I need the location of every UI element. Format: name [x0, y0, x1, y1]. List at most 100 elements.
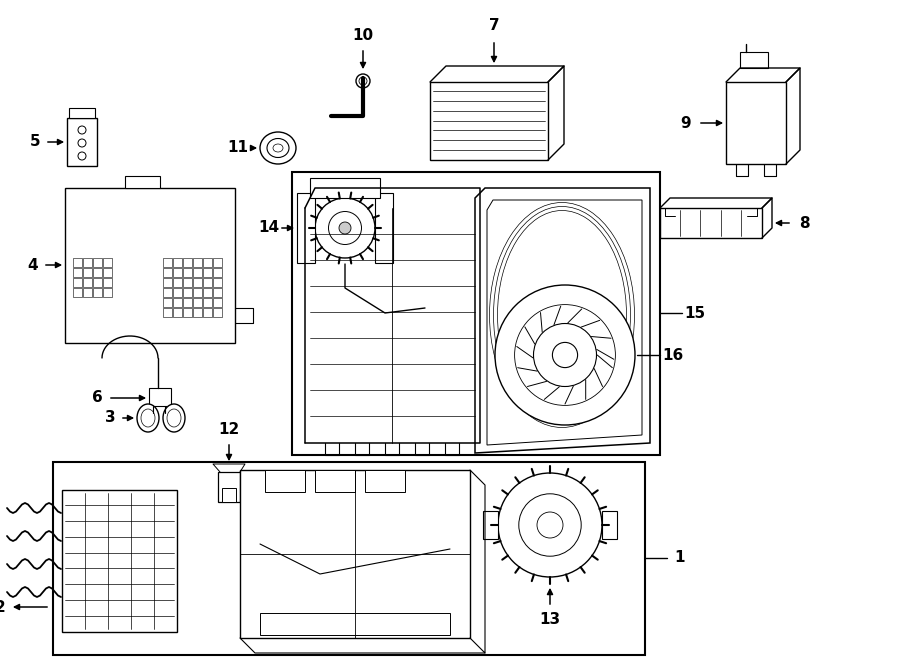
Bar [163, 268, 172, 277]
Bar [183, 308, 192, 317]
Bar [173, 288, 182, 297]
Bar [125, 176, 160, 188]
Text: 8: 8 [798, 215, 809, 231]
Text: 7: 7 [489, 19, 500, 34]
Text: 6: 6 [92, 391, 103, 405]
Bar [149, 388, 171, 406]
Bar [73, 268, 82, 277]
Bar [213, 298, 222, 307]
Circle shape [534, 323, 597, 387]
Text: 14: 14 [258, 221, 280, 235]
Circle shape [515, 305, 616, 405]
Circle shape [359, 77, 367, 85]
Bar [83, 258, 92, 267]
Ellipse shape [163, 404, 185, 432]
Circle shape [495, 285, 635, 425]
Bar [222, 488, 236, 502]
Circle shape [78, 152, 86, 160]
Polygon shape [475, 188, 650, 453]
Bar [103, 258, 112, 267]
Bar [69, 108, 95, 118]
Circle shape [78, 126, 86, 134]
Text: 11: 11 [228, 141, 248, 155]
Bar [83, 268, 92, 277]
Ellipse shape [137, 404, 159, 432]
Bar [740, 52, 768, 68]
Bar [213, 308, 222, 317]
Bar [193, 298, 202, 307]
Bar [73, 288, 82, 297]
Text: 16: 16 [662, 348, 684, 362]
Text: 12: 12 [219, 422, 239, 438]
Bar [203, 298, 212, 307]
Bar [265, 470, 305, 492]
Bar [62, 490, 177, 632]
Bar [375, 193, 393, 263]
Circle shape [78, 139, 86, 147]
Bar [173, 278, 182, 287]
Bar [103, 278, 112, 287]
Bar [183, 288, 192, 297]
Text: 4: 4 [28, 258, 39, 272]
Bar [483, 511, 498, 539]
Text: 15: 15 [684, 305, 706, 321]
Ellipse shape [167, 409, 181, 427]
Bar [163, 308, 172, 317]
Text: 3: 3 [104, 410, 115, 426]
Bar [193, 278, 202, 287]
Bar [213, 278, 222, 287]
Bar [93, 288, 102, 297]
Ellipse shape [273, 144, 283, 152]
Circle shape [498, 473, 602, 577]
Bar [67, 118, 97, 166]
Bar [602, 511, 617, 539]
Bar [660, 208, 762, 238]
Bar [203, 288, 212, 297]
Text: 5: 5 [30, 134, 40, 149]
Bar [65, 188, 235, 343]
Bar [163, 258, 172, 267]
Text: 2: 2 [0, 600, 5, 615]
Ellipse shape [267, 139, 289, 157]
Bar [315, 470, 355, 492]
Bar [203, 268, 212, 277]
Bar [53, 462, 645, 655]
Text: 13: 13 [539, 611, 561, 627]
Circle shape [328, 212, 362, 245]
Bar [163, 278, 172, 287]
Bar [103, 268, 112, 277]
Bar [297, 193, 315, 263]
Bar [163, 288, 172, 297]
Text: 9: 9 [680, 116, 691, 130]
Bar [173, 268, 182, 277]
Bar [193, 288, 202, 297]
Circle shape [356, 74, 370, 88]
Bar [83, 278, 92, 287]
Bar [93, 278, 102, 287]
Text: 1: 1 [675, 551, 685, 566]
Bar [183, 258, 192, 267]
Bar [213, 258, 222, 267]
Bar [93, 268, 102, 277]
Bar [173, 258, 182, 267]
Bar [203, 278, 212, 287]
Bar [218, 472, 240, 502]
Bar [73, 258, 82, 267]
Circle shape [518, 494, 581, 556]
Circle shape [339, 222, 351, 234]
Bar [173, 308, 182, 317]
Circle shape [553, 342, 578, 368]
Bar [240, 470, 470, 638]
Text: 10: 10 [353, 28, 374, 44]
Bar [203, 258, 212, 267]
Bar [310, 178, 380, 198]
Bar [83, 288, 92, 297]
Bar [726, 82, 786, 164]
Polygon shape [487, 200, 642, 445]
Bar [183, 268, 192, 277]
Bar [163, 298, 172, 307]
Bar [183, 298, 192, 307]
Ellipse shape [141, 409, 155, 427]
Ellipse shape [260, 132, 296, 164]
Bar [183, 278, 192, 287]
